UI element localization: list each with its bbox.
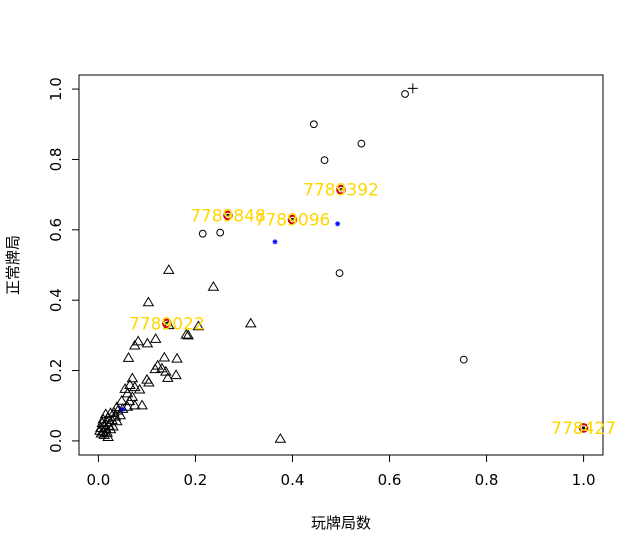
data-point-triangle [207,280,220,291]
data-point-triangle [274,432,287,443]
y-tick-label: 0.6 [47,218,65,242]
data-point-triangle [114,409,127,420]
point-annotation: 7789848 [190,206,266,226]
data-point-triangle [111,401,123,412]
highlight-point-core [290,218,295,222]
data-point-triangle [115,394,128,405]
highlighted-points [162,184,589,433]
x-tick-label: 0.0 [86,471,110,489]
x-axis-label: 玩牌局数 [311,514,371,532]
data-point-triangle [122,352,135,362]
data-point-triangle [156,362,168,373]
star-d2 [335,221,340,227]
center-marker [335,221,341,227]
data-point-triangle [128,399,141,410]
data-point-triangle [95,427,108,438]
data-point-triangle [132,335,145,346]
x-tick-label: 0.2 [184,471,208,489]
highlight-point [336,184,346,195]
point-annotation: 7789022 [129,314,205,334]
center-marker [120,406,126,412]
data-point-triangle [244,317,257,328]
highlight-point [162,318,172,329]
data-point-triangle [160,365,172,376]
center-marker [272,239,278,245]
data-point-triangle [136,399,148,410]
data-point-triangle [149,333,162,343]
data-point-triangle [107,420,119,431]
y-axis-label: 正常牌局 [4,235,22,295]
data-point-triangle [171,352,183,363]
x-tick-label: 0.6 [378,471,402,489]
highlight-point-core [226,213,230,217]
highlight-point [287,214,298,225]
data-point-circle [198,229,207,238]
data-point-triangle [97,413,110,424]
point-annotation: 778427 [551,419,616,439]
data-point-triangle [101,427,113,437]
data-points [94,83,468,443]
highlight-point [578,423,589,433]
data-point-triangle [121,387,134,398]
data-point-circle [216,228,225,237]
data-point-triangle [128,339,141,350]
y-axis: 0.0 0.2 0.4 0.6 0.8 1.0 [47,77,80,453]
data-point-triangle [121,400,134,411]
highlight-point-core [165,321,169,326]
x-tick-label: 0.4 [281,471,305,489]
highlight-point [223,210,233,221]
y-tick-label: 0.8 [47,148,65,172]
data-point-triangle [102,431,114,442]
y-tick-label: 0.0 [47,429,65,453]
point-annotation: 7789392 [303,181,379,201]
data-point-triangle [141,337,154,348]
data-point-circle [309,120,318,129]
highlight-point-core [339,188,343,192]
center-markers [120,221,341,412]
data-point-triangle [128,381,141,392]
x-axis: 0.0 0.2 0.4 0.6 0.8 1.0 [86,454,596,489]
data-point-triangle [182,329,194,340]
point-annotation: 7789096 [255,211,331,231]
data-point-triangle [180,328,193,339]
star-d2 [120,407,125,412]
data-point-triangle [126,372,139,383]
data-point-triangle [162,264,175,274]
data-point-circle [335,269,344,277]
highlight-point-core [581,426,586,430]
data-point-plus [407,83,418,94]
data-point-triangle [149,363,161,374]
y-tick-label: 0.4 [47,288,65,312]
x-tick-label: 0.8 [475,471,499,489]
data-point-triangle [141,373,153,384]
data-point-triangle [108,406,120,417]
data-point-triangle [111,415,123,426]
plot-area-frame [78,74,604,456]
star-d2 [272,239,278,244]
x-tick-label: 1.0 [572,471,596,489]
y-tick-label: 0.2 [47,359,65,383]
y-tick-label: 1.0 [47,77,65,101]
data-point-triangle [143,376,155,387]
data-point-triangle [133,383,146,394]
data-point-circle [459,355,468,364]
data-point-triangle [142,296,155,307]
data-point-triangle [116,403,129,413]
data-point-triangle [124,379,136,389]
data-point-circle [357,139,366,148]
data-point-circle [320,156,329,165]
data-point-triangle [170,369,182,380]
data-point-triangle [161,372,174,382]
data-point-circle [401,90,409,98]
data-point-triangle [158,351,171,362]
data-point-triangle [192,320,205,331]
